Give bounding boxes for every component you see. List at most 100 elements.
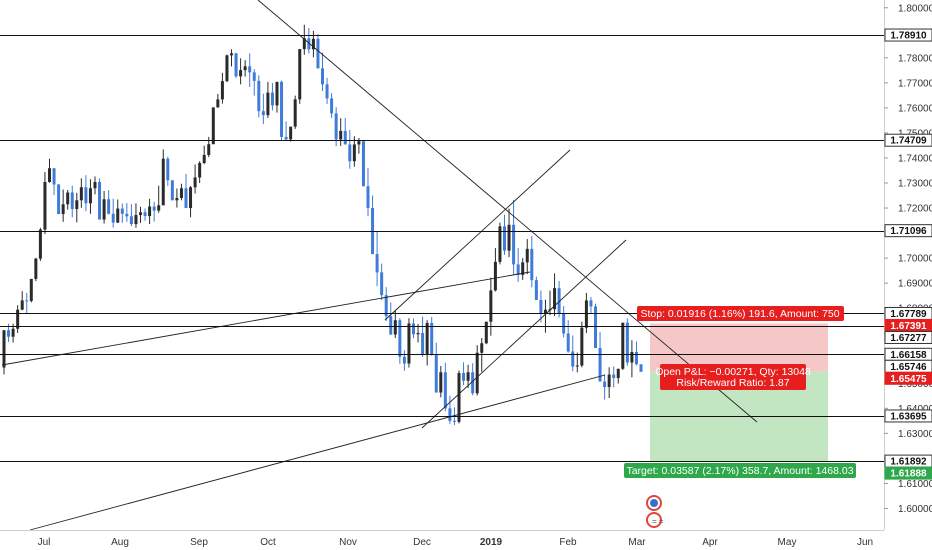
candle <box>170 180 174 201</box>
svg-text:1.67391: 1.67391 <box>890 321 927 332</box>
time-axis[interactable]: Jul Aug Sep Oct Nov Dec 2019 Feb Mar Apr May Jun <box>38 537 873 548</box>
candle <box>348 129 352 169</box>
candle <box>79 178 83 208</box>
candle <box>607 367 611 399</box>
risk-reward-label: Risk/Reward Ratio: 1.87 <box>676 377 789 389</box>
candle <box>562 305 566 338</box>
candle <box>225 54 229 83</box>
candle <box>189 186 193 218</box>
svg-text:1.67277: 1.67277 <box>890 333 927 344</box>
candle <box>293 95 297 129</box>
event-marker[interactable]: = = <box>646 495 664 528</box>
candle <box>616 368 620 384</box>
candle <box>425 320 429 366</box>
candle <box>498 222 502 265</box>
candle <box>57 184 61 215</box>
candle <box>211 107 215 145</box>
candle <box>230 49 233 67</box>
lower-channel-line[interactable] <box>29 374 606 531</box>
svg-text:1.65746: 1.65746 <box>890 362 927 373</box>
x-tick-label: Aug <box>111 537 129 548</box>
candle <box>366 167 370 217</box>
candle <box>152 201 156 222</box>
candle <box>275 81 279 113</box>
svg-text:1.71096: 1.71096 <box>890 226 927 237</box>
x-tick-label: 2019 <box>480 537 503 548</box>
candle <box>489 277 493 336</box>
candle <box>43 171 47 235</box>
y-tick-label: 1.69000 <box>898 279 932 290</box>
level-tags: 1.78910 1.74709 1.71096 1.677891.673911.672… <box>884 28 932 480</box>
candle <box>521 258 525 280</box>
candle <box>243 60 247 77</box>
candle <box>98 178 102 220</box>
candle <box>525 239 529 275</box>
target-label: Target: 0.03587 (2.17%) 358.7, Amount: 1… <box>626 465 853 477</box>
candle <box>389 302 393 335</box>
candle <box>175 188 179 208</box>
candle <box>48 158 51 183</box>
candle <box>2 330 6 375</box>
price-level-tag: 1.63695 <box>884 409 932 423</box>
candle <box>102 191 106 224</box>
y-tick-label: 1.74000 <box>898 153 932 164</box>
pnl-box[interactable]: Open P&L: −0.00271, Qty: 13048 Risk/Rewa… <box>655 364 811 390</box>
candle <box>88 179 92 214</box>
candle <box>553 273 557 317</box>
candle <box>261 93 265 124</box>
candle <box>598 331 602 382</box>
candle <box>184 173 188 209</box>
candle <box>198 161 202 184</box>
upper-channel-line[interactable] <box>1 271 531 366</box>
y-tick-label: 1.63000 <box>898 429 932 440</box>
candle <box>543 299 547 333</box>
svg-text:1.65475: 1.65475 <box>890 374 927 385</box>
candle <box>252 69 256 96</box>
candle <box>93 176 97 195</box>
candle <box>530 235 534 288</box>
candle <box>61 189 65 222</box>
candle <box>512 199 516 275</box>
candle <box>107 190 111 215</box>
candle <box>589 296 593 314</box>
rising-channel-lower[interactable] <box>421 239 627 429</box>
y-tick-label: 1.70000 <box>898 254 932 265</box>
pnl-label: Open P&L: −0.00271, Qty: 13048 <box>655 366 811 378</box>
candle <box>29 278 33 303</box>
svg-text:1.74709: 1.74709 <box>890 136 927 147</box>
dividend-icon[interactable] <box>646 512 662 528</box>
target-box[interactable]: Target: 0.03587 (2.17%) 358.7, Amount: 1… <box>624 463 856 478</box>
svg-text:1.63695: 1.63695 <box>890 411 927 422</box>
candle <box>148 198 152 225</box>
candle <box>557 280 561 318</box>
candle <box>630 340 634 378</box>
price-level-tag: 1.67277 <box>884 330 932 344</box>
svg-text:1.61892: 1.61892 <box>890 457 927 468</box>
candle <box>234 52 238 78</box>
y-tick-label: 1.60000 <box>898 504 932 515</box>
candle <box>603 374 607 400</box>
candle <box>375 231 379 287</box>
descending-trendline[interactable] <box>257 0 758 423</box>
candle <box>239 58 243 85</box>
candle <box>266 81 270 118</box>
candle-series <box>2 24 643 426</box>
price-level-tag: 1.66158 <box>884 347 932 361</box>
candle <box>248 53 252 87</box>
stop-label: Stop: 0.01916 (1.16%) 191.6, Amount: 750 <box>640 308 839 320</box>
candle <box>430 316 434 356</box>
price-level-tag: 1.67789 <box>884 306 932 320</box>
x-tick-label: Oct <box>260 537 276 548</box>
y-tick-label: 1.61000 <box>898 479 932 490</box>
candle <box>503 214 506 255</box>
rising-channel-upper[interactable] <box>384 149 571 321</box>
price-level-tag: 1.65475 <box>884 371 932 385</box>
candle <box>507 208 511 258</box>
candle <box>421 316 425 358</box>
candle <box>393 309 397 338</box>
price-level-tag: 1.78910 <box>884 28 932 42</box>
candle <box>325 77 329 104</box>
stop-box[interactable]: Stop: 0.01916 (1.16%) 191.6, Amount: 750 <box>637 306 844 321</box>
candle <box>284 121 288 140</box>
